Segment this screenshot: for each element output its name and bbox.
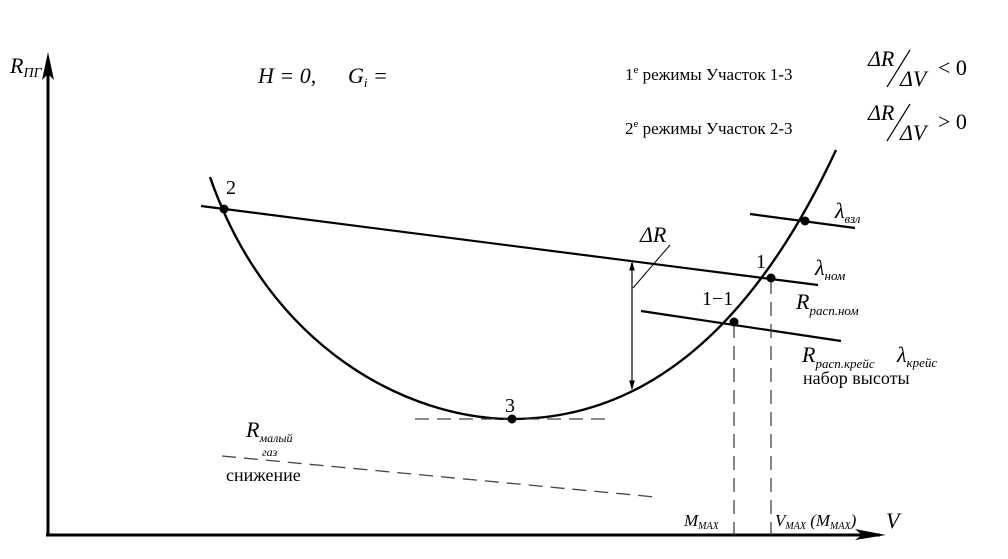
v-max-label: VMAX (MMAX)	[775, 511, 857, 532]
svg-text:< 0: < 0	[938, 55, 967, 80]
m-max-label: MMAX	[683, 511, 720, 532]
point-2-marker	[219, 204, 229, 214]
r-rasp-nom-label: Rрасп.ном	[795, 289, 859, 318]
r-rasp-kreis-label: Rрасп.крейс	[801, 342, 875, 371]
point-3-label: 3	[505, 395, 515, 417]
condition-g: Gi =	[348, 63, 388, 90]
legend-row-1: 1е режимы Участок 1-3 ΔR ΔV < 0	[625, 46, 967, 91]
svg-text:ΔV: ΔV	[899, 66, 929, 91]
svg-text:ΔR: ΔR	[867, 46, 895, 71]
condition-h: H = 0,	[257, 63, 316, 88]
point-vzl-marker	[800, 216, 810, 226]
svg-text:> 0: > 0	[938, 109, 967, 134]
lambda-vzl-label: λвзл	[834, 198, 861, 226]
legend-row-2: 2е режимы Участок 2-3 ΔR ΔV > 0	[625, 100, 967, 145]
lambda-nom-line	[200, 204, 819, 287]
idle-thrust-dashed-line	[221, 455, 656, 498]
lambda-kreis-line	[640, 309, 842, 343]
point-1-1-label: 1−1	[702, 288, 733, 310]
point-3-marker	[507, 414, 517, 424]
climb-label: набор высоты	[803, 368, 910, 388]
delta-r-leader	[632, 244, 671, 289]
point-1-marker	[766, 273, 776, 283]
svg-text:2е режимы Участок 2-3: 2е режимы Участок 2-3	[625, 118, 793, 138]
svg-text:1е режимы Участок 1-3: 1е режимы Участок 1-3	[625, 64, 793, 84]
x-axis-label: V	[886, 508, 902, 533]
required-thrust-curve	[208, 149, 838, 421]
r-idle-sub-label: газ	[262, 445, 278, 459]
point-1-label: 1	[756, 251, 766, 273]
svg-text:ΔV: ΔV	[899, 120, 929, 145]
y-axis-arrow-icon	[42, 52, 54, 80]
lambda-nom-label: λном	[814, 255, 845, 283]
r-idle-label: Rмалый	[245, 417, 292, 445]
lambda-kreis-label: λкрейс	[896, 342, 937, 370]
x-axis-arrow-icon	[855, 529, 886, 540]
y-axis-label: RПГ	[9, 53, 43, 81]
point-1-1-marker	[729, 317, 739, 327]
point-2-label: 2	[226, 177, 236, 199]
svg-text:ΔR: ΔR	[867, 100, 895, 125]
delta-r-label: ΔR	[639, 222, 667, 247]
descent-label: снижение	[226, 465, 301, 485]
